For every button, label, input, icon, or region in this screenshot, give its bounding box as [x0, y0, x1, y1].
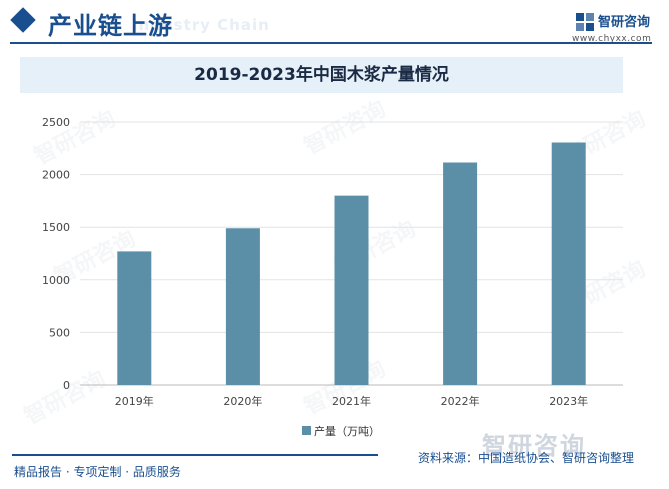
bar	[551, 142, 586, 385]
chart-title: 2019-2023年中国木浆产量情况	[194, 65, 449, 85]
chart-title-bar: 2019-2023年中国木浆产量情况	[20, 57, 623, 93]
x-tick-label: 2023年	[549, 394, 588, 408]
header: Industry Chain 产业链上游 智研咨询 www.chyxx.com	[0, 0, 669, 48]
y-tick-label: 2000	[42, 169, 70, 182]
bar	[225, 228, 260, 385]
legend-label: 产量（万吨）	[314, 425, 380, 438]
footer-divider	[12, 454, 378, 456]
x-tick-label: 2020年	[223, 394, 262, 408]
legend-swatch	[302, 426, 311, 435]
x-tick-label: 2022年	[441, 394, 480, 408]
y-tick-label: 1000	[42, 274, 70, 287]
y-tick-label: 2500	[42, 116, 70, 129]
header-ghost-text: Industry Chain	[132, 16, 270, 34]
y-tick-label: 500	[49, 326, 70, 339]
bar-chart: 0 500 1000 1500 2000 2500 2019年 2020年 2021年 2022年…	[42, 116, 623, 408]
brand-watermark: 智研咨询	[482, 432, 586, 460]
data-source: 资料来源：中国造纸协会、智研咨询整理	[418, 451, 635, 465]
page-title: 产业链上游	[48, 12, 173, 40]
footer-tagline: 精品报告 · 专项定制 · 品质服务	[14, 465, 181, 479]
y-tick-label: 0	[63, 379, 70, 392]
x-tick-label: 2021年	[332, 394, 371, 408]
brand-url: www.chyxx.com	[572, 34, 652, 44]
bar	[443, 162, 478, 385]
x-tick-label: 2019年	[115, 394, 154, 408]
bar	[117, 251, 152, 385]
y-tick-label: 1500	[42, 221, 70, 234]
bar	[334, 195, 369, 385]
header-divider	[10, 42, 652, 44]
brand-logo-icon	[576, 13, 594, 31]
diamond-icon	[10, 7, 36, 33]
brand-name: 智研咨询	[598, 15, 651, 30]
